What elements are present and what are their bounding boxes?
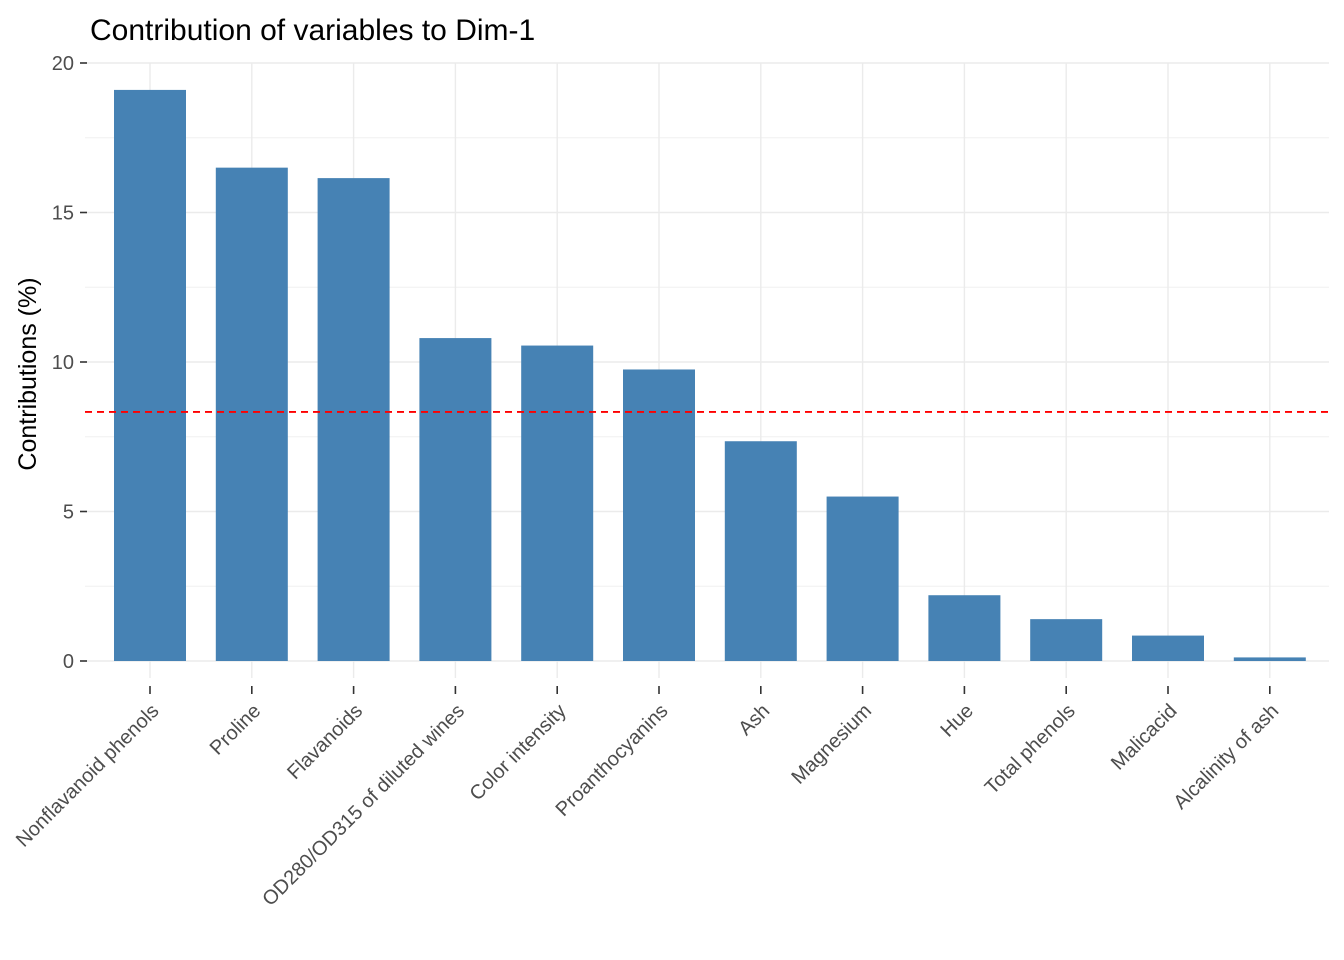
bar [317,178,390,662]
y-tick-label: 15 [52,203,74,225]
x-axis-ticks: Nonflavanoid phenols Proline FlavanoidsOD2… [12,686,1283,910]
bar [1030,619,1103,661]
y-tick-label: 10 [52,352,74,374]
bar [928,595,1001,661]
x-tick-label: OD280/OD315 of diluted wines [258,700,469,911]
bar [215,167,288,661]
bar [826,496,899,661]
y-tick-label: 0 [63,651,74,673]
bars [114,89,1306,662]
y-tick-label: 5 [63,502,74,524]
bar [419,338,492,661]
y-axis-label: Contributions (%) [14,277,42,470]
x-tick-label: Flavanoids [283,700,367,784]
x-tick-label: Color intensity [466,700,571,805]
y-axis-ticks: 0 5 10 15 20 [52,53,87,673]
bar [1233,657,1306,661]
x-tick-label: Proanthocyanins [552,700,673,821]
x-tick-label: Magnesium [787,700,876,789]
bar [1132,635,1204,661]
x-tick-label: Ash [734,700,774,740]
y-tick-label: 20 [52,53,74,75]
x-tick-label: Nonflavanoid phenols [12,700,164,852]
x-tick-label: Proline [206,700,266,760]
bar [623,369,695,661]
x-tick-label: Hue [936,700,978,742]
x-tick-label: Alcalinity of ash [1170,700,1284,814]
bar [724,441,797,661]
bar [521,345,594,661]
bar [114,89,186,661]
x-tick-label: Total phenols [981,700,1080,799]
x-tick-label: Malicacid [1107,700,1182,775]
chart-title: Contribution of variables to Dim-1 [90,14,535,47]
